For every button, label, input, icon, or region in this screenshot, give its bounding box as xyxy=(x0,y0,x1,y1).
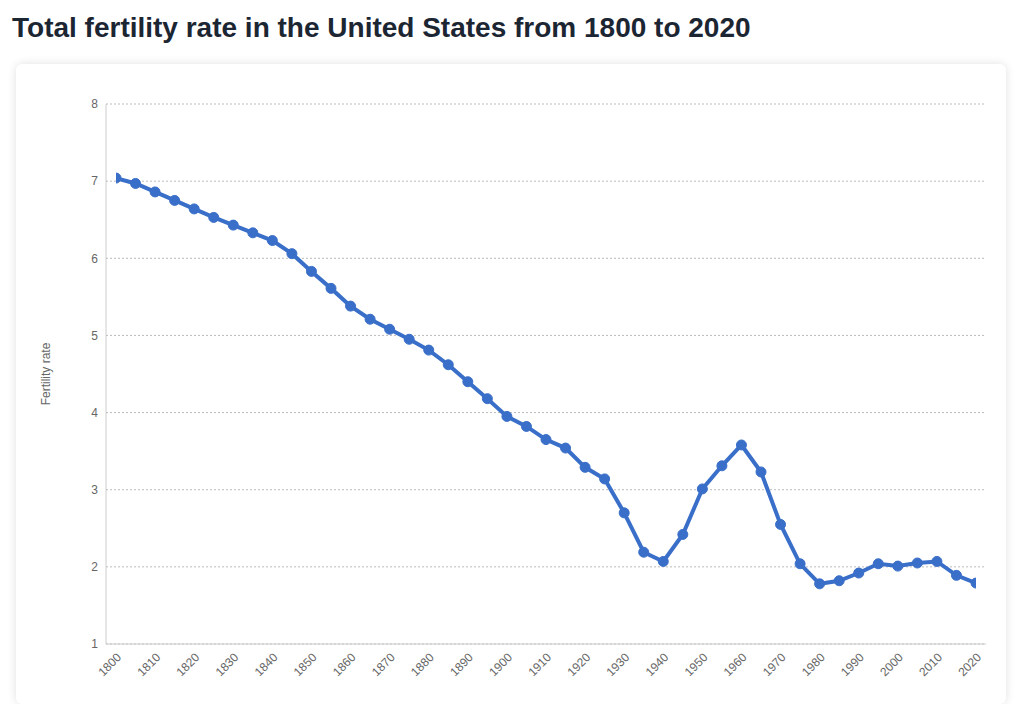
svg-text:1950: 1950 xyxy=(682,650,711,679)
svg-text:1930: 1930 xyxy=(604,650,633,679)
svg-text:6: 6 xyxy=(91,252,98,266)
svg-text:1840: 1840 xyxy=(252,650,281,679)
svg-text:1810: 1810 xyxy=(134,650,163,679)
svg-text:1920: 1920 xyxy=(564,650,593,679)
svg-text:1910: 1910 xyxy=(525,650,554,679)
svg-text:1800: 1800 xyxy=(95,650,124,679)
svg-text:1860: 1860 xyxy=(330,650,359,679)
svg-text:2: 2 xyxy=(91,560,98,574)
svg-text:1980: 1980 xyxy=(799,650,828,679)
svg-text:2020: 2020 xyxy=(955,650,984,679)
svg-text:1890: 1890 xyxy=(447,650,476,679)
svg-text:8: 8 xyxy=(91,97,98,111)
svg-text:1820: 1820 xyxy=(174,650,203,679)
svg-text:1960: 1960 xyxy=(721,650,750,679)
html-text:Total fertility rate in the Un: Total fertility rate in the United State… xyxy=(12,12,751,43)
svg-text:1970: 1970 xyxy=(760,650,789,679)
svg-text:1900: 1900 xyxy=(486,650,515,679)
svg-text:1940: 1940 xyxy=(643,650,672,679)
svg-text:2010: 2010 xyxy=(916,650,945,679)
svg-text:7: 7 xyxy=(91,174,98,188)
svg-text:4: 4 xyxy=(91,406,98,420)
svg-text:2000: 2000 xyxy=(877,650,906,679)
svg-text:1880: 1880 xyxy=(408,650,437,679)
svg-text:1850: 1850 xyxy=(291,650,320,679)
svg-text:5: 5 xyxy=(91,329,98,343)
svg-text:1: 1 xyxy=(91,637,98,651)
svg-text:Fertility rate: Fertility rate xyxy=(39,342,53,405)
svg-text:1830: 1830 xyxy=(213,650,242,679)
svg-text:1990: 1990 xyxy=(838,650,867,679)
svg-text:3: 3 xyxy=(91,483,98,497)
svg-text:1870: 1870 xyxy=(369,650,398,679)
